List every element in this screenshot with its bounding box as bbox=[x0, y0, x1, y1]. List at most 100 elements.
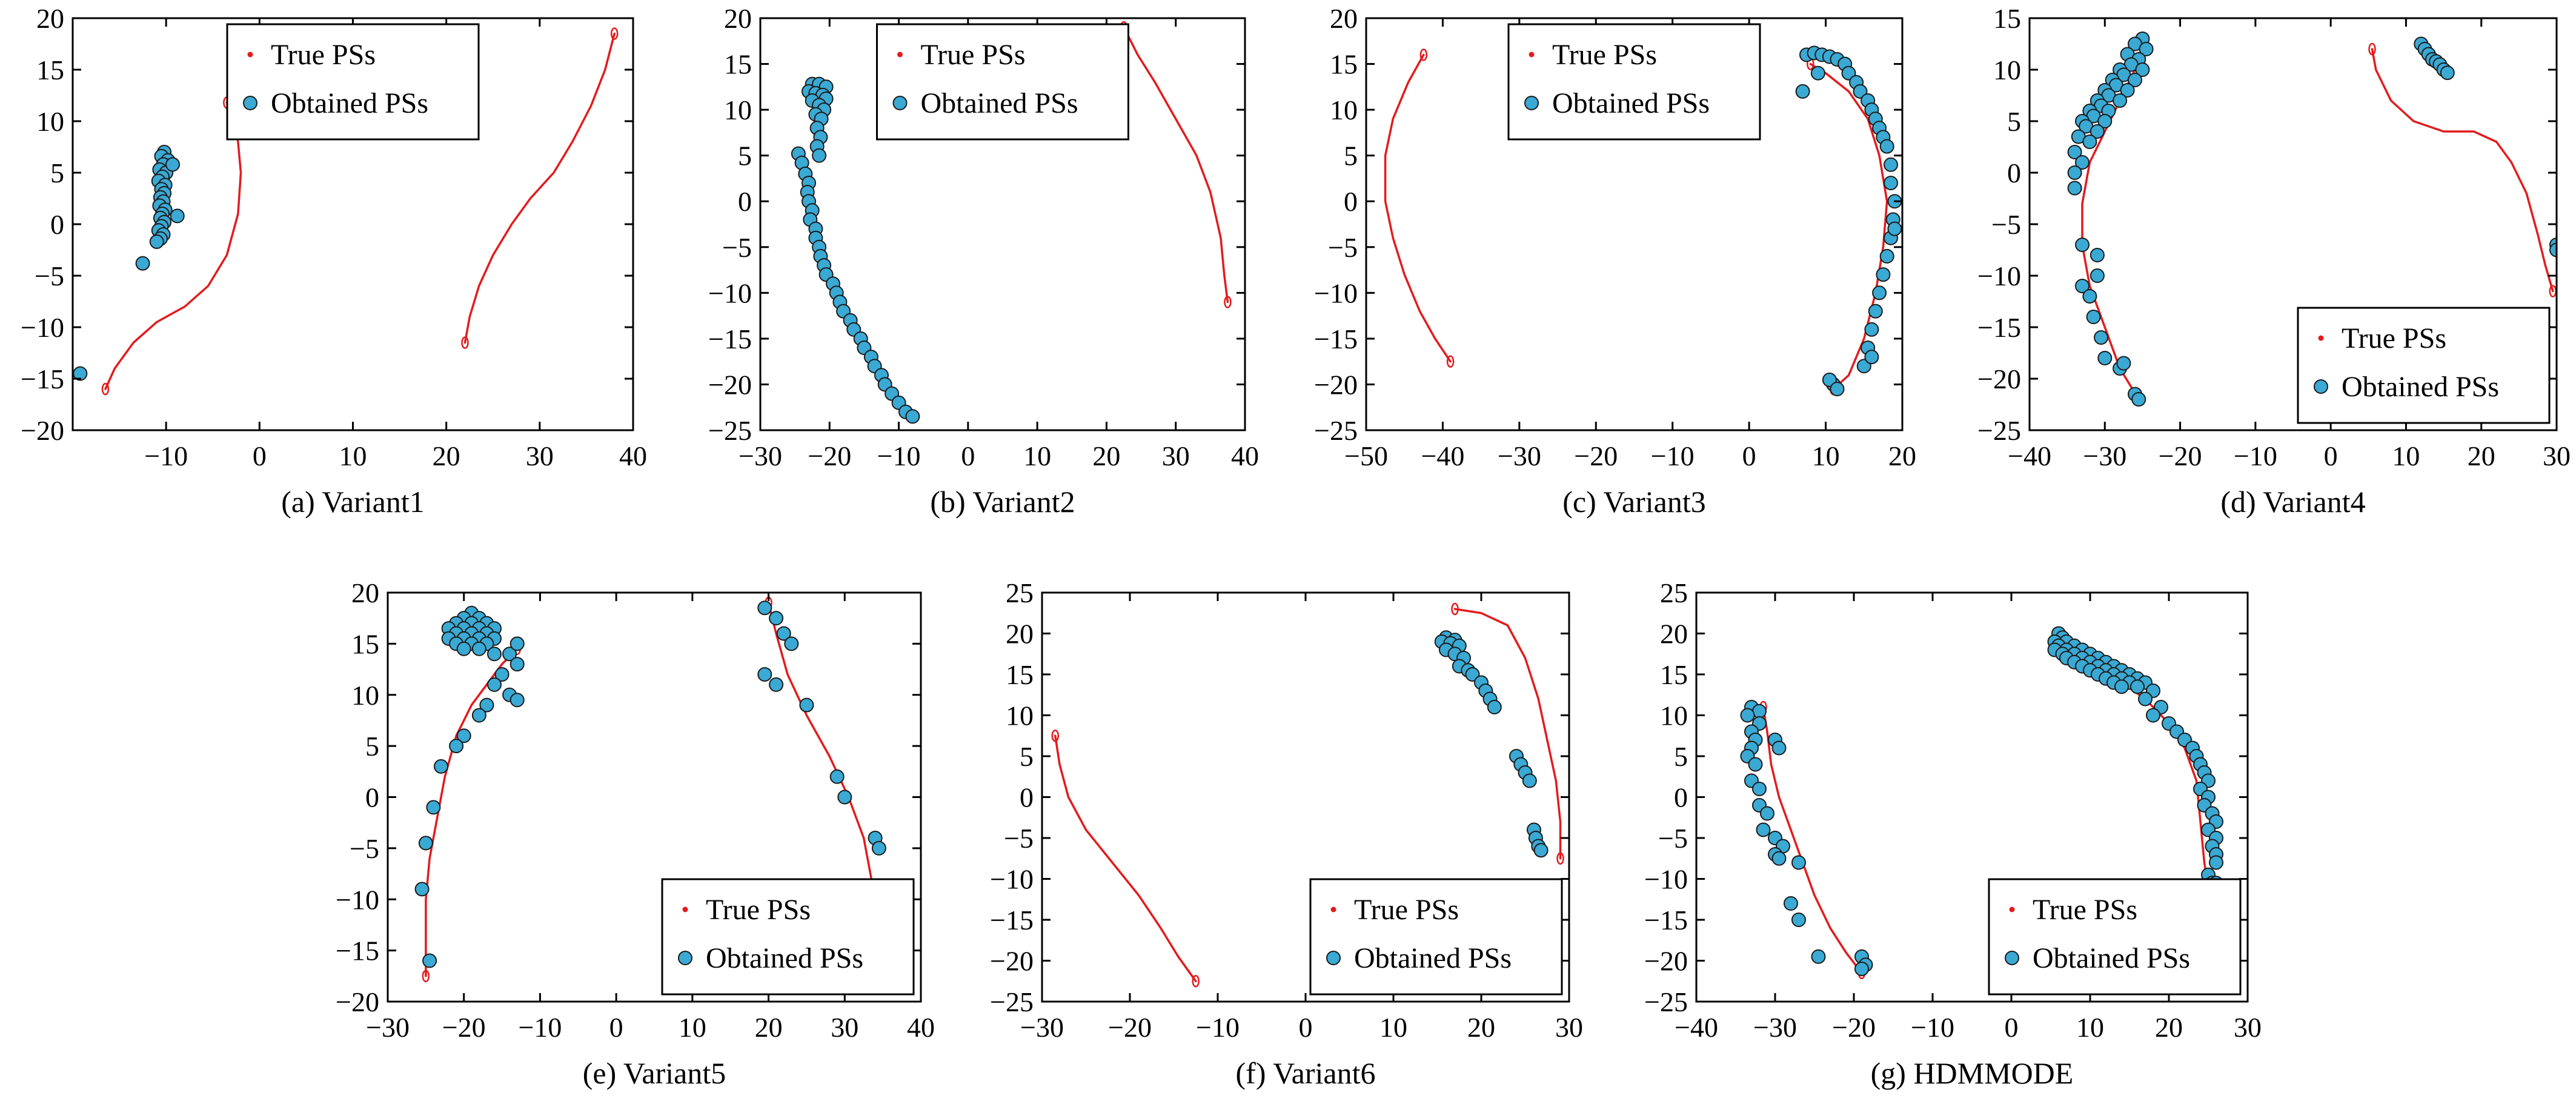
obtained-ps-point bbox=[1791, 913, 1806, 927]
legend-obtained-label: Obtained PSs bbox=[706, 942, 863, 974]
obtained-ps-point bbox=[2090, 248, 2105, 262]
plot-area bbox=[2067, 32, 2557, 407]
x-tick-label: 10 bbox=[1379, 1012, 1407, 1043]
legend-true-label: True PSs bbox=[271, 39, 376, 71]
obtained-ps-point bbox=[1876, 267, 1891, 282]
x-tick-label: −40 bbox=[1421, 441, 1464, 471]
x-tick-label: −30 bbox=[1020, 1012, 1064, 1043]
x-tick-label: 20 bbox=[1888, 441, 1916, 471]
y-tick-label: −5 bbox=[35, 261, 64, 291]
obtained-ps-point bbox=[2128, 73, 2142, 87]
true-ps-curve bbox=[1054, 734, 1197, 983]
y-tick-label: −10 bbox=[990, 864, 1034, 895]
obtained-ps-point bbox=[2097, 114, 2113, 128]
obtained-ps-point bbox=[487, 677, 502, 692]
obtained-ps-point bbox=[165, 157, 180, 172]
y-tick-label: −25 bbox=[990, 986, 1034, 1017]
legend-true-label: True PSs bbox=[2033, 894, 2137, 926]
obtained-ps-point bbox=[769, 677, 784, 692]
x-tick-label: −40 bbox=[1675, 1012, 1718, 1043]
legend-obtained-label: Obtained PSs bbox=[1552, 87, 1710, 119]
x-tick-label: 20 bbox=[1092, 441, 1120, 471]
legend-obtained-marker bbox=[2314, 379, 2328, 394]
y-tick-label: −5 bbox=[722, 232, 752, 263]
true-ps-curve bbox=[463, 32, 616, 344]
obtained-ps-point bbox=[799, 697, 814, 713]
obtained-ps-point bbox=[449, 739, 464, 754]
y-tick-label: 10 bbox=[36, 106, 64, 137]
legend-true-marker bbox=[897, 52, 903, 58]
true-ps-endpoint bbox=[1419, 48, 1428, 61]
x-tick-label: −20 bbox=[808, 441, 851, 471]
plot-area bbox=[1051, 602, 1564, 988]
y-tick-label: 5 bbox=[2007, 106, 2021, 137]
plot-area bbox=[1384, 45, 1902, 396]
x-tick-label: −20 bbox=[1574, 441, 1618, 471]
true-ps-endpoint bbox=[422, 969, 430, 983]
obtained-ps-point bbox=[2549, 242, 2557, 258]
legend-box bbox=[1507, 23, 1761, 141]
legend-true-label: True PSs bbox=[921, 39, 1026, 71]
legend: True PSs Obtained PSs bbox=[1988, 878, 2242, 996]
x-tick-label: 10 bbox=[1812, 441, 1840, 471]
y-tick-label: 20 bbox=[1006, 619, 1034, 650]
obtained-ps-point bbox=[784, 636, 799, 651]
axes-box bbox=[1365, 17, 1904, 431]
x-tick-label: 20 bbox=[433, 441, 460, 471]
y-tick-label: −25 bbox=[1977, 415, 2021, 446]
obtained-ps-point bbox=[829, 769, 845, 784]
subplot-caption: (f) Variant6 bbox=[1236, 1056, 1376, 1090]
obtained-ps-point bbox=[1887, 221, 1902, 236]
legend-true-label: True PSs bbox=[1354, 894, 1459, 926]
y-tick-label: 20 bbox=[1330, 3, 1358, 34]
y-tick-label: 10 bbox=[1006, 700, 1034, 731]
y-tick-label: 15 bbox=[1993, 3, 2021, 34]
x-tick-label: 30 bbox=[2234, 1012, 2262, 1043]
legend-obtained-marker bbox=[243, 96, 257, 110]
obtained-ps-point bbox=[1884, 157, 1898, 172]
x-tick-label: 20 bbox=[2468, 441, 2495, 471]
obtained-ps-point bbox=[2067, 145, 2082, 159]
subplot-caption: (b) Variant2 bbox=[930, 485, 1075, 519]
legend-true-marker bbox=[247, 52, 253, 58]
x-tick-label: 30 bbox=[2543, 441, 2571, 471]
x-tick-label: 30 bbox=[831, 1012, 858, 1043]
legend-obtained-marker bbox=[892, 96, 908, 110]
y-tick-label: 10 bbox=[1993, 55, 2021, 85]
true-ps-endpoint bbox=[1051, 730, 1059, 742]
y-tick-label: 15 bbox=[1330, 49, 1358, 80]
obtained-ps-point bbox=[2209, 855, 2223, 870]
legend-obtained-label: Obtained PSs bbox=[2033, 942, 2190, 974]
obtained-ps-point bbox=[2131, 392, 2146, 407]
y-tick-label: −20 bbox=[708, 369, 752, 400]
obtained-ps-point bbox=[1879, 139, 1894, 154]
y-tick-label: −5 bbox=[1991, 209, 2021, 240]
chart-panel: −30 −20 −10 0 10 20 30 −25 −20 −15 −10 −5 0 5 10 15 20 25… bbox=[990, 577, 1583, 1090]
obtained-ps-point bbox=[1748, 757, 1763, 772]
legend-true-label: True PSs bbox=[2342, 322, 2446, 354]
y-tick-label: 5 bbox=[1344, 141, 1358, 171]
subplot-caption: (c) Variant3 bbox=[1562, 485, 1705, 519]
y-tick-label: −20 bbox=[1977, 364, 2021, 394]
x-tick-label: 30 bbox=[526, 441, 554, 471]
true-ps-endpoint bbox=[610, 27, 619, 40]
legend-true-marker bbox=[1529, 52, 1535, 58]
legend-box bbox=[2297, 307, 2551, 424]
obtained-ps-point bbox=[426, 800, 441, 815]
obtained-ps-point bbox=[1756, 822, 1771, 837]
x-tick-label: −10 bbox=[1911, 1012, 1954, 1043]
y-tick-label: −10 bbox=[708, 278, 752, 308]
y-tick-label: 0 bbox=[2007, 158, 2021, 188]
y-tick-label: 0 bbox=[50, 209, 64, 240]
y-tick-label: −25 bbox=[708, 415, 752, 446]
obtained-ps-point bbox=[757, 600, 772, 616]
legend-obtained-label: Obtained PSs bbox=[1354, 942, 1512, 974]
legend-obtained-marker bbox=[678, 951, 692, 965]
obtained-ps-point bbox=[418, 836, 433, 851]
obtained-ps-point bbox=[456, 728, 471, 743]
obtained-ps-point bbox=[1784, 896, 1798, 911]
x-tick-label: −10 bbox=[518, 1012, 562, 1043]
chart-panel: −30 −20 −10 0 10 20 30 40−20−15−10−505101520(e)… bbox=[336, 577, 935, 1090]
x-tick-label: −50 bbox=[1344, 441, 1388, 471]
x-tick-label: −40 bbox=[2008, 441, 2051, 471]
